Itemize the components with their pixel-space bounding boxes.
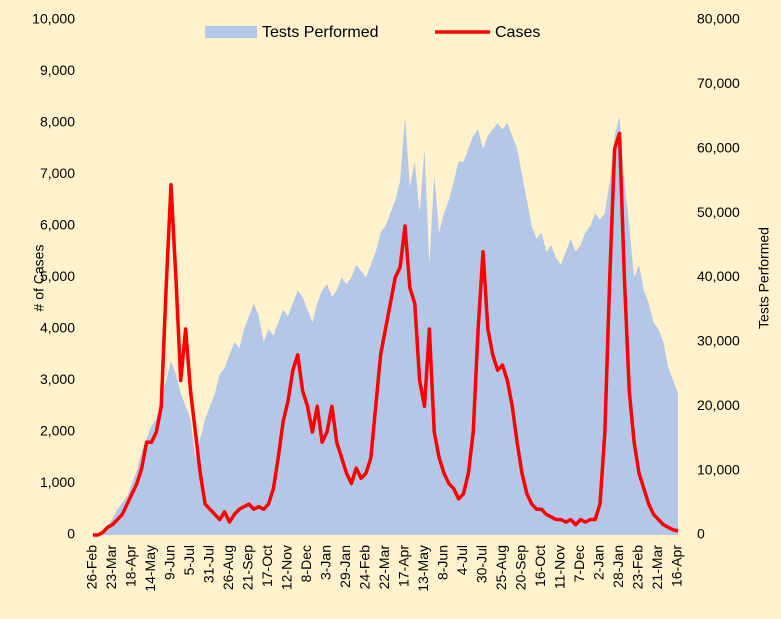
- x-tick-label: 11-Nov: [552, 545, 568, 589]
- y2-tick-label: 20,000: [697, 397, 740, 413]
- y2-tick-label: 70,000: [697, 75, 740, 91]
- y-tick-label: 8,000: [40, 114, 75, 130]
- y-tick-label: 9,000: [40, 62, 75, 78]
- x-tick-label: 17-Oct: [259, 545, 275, 587]
- x-tick-label: 25-Aug: [493, 545, 509, 590]
- legend-label: Cases: [495, 24, 540, 41]
- y-tick-label: 3,000: [40, 371, 75, 387]
- x-tick-label: 23-Mar: [103, 545, 119, 590]
- x-tick-label: 8-Jun: [435, 545, 451, 580]
- y-axis-title: # of Cases: [31, 245, 47, 312]
- cases-line: [93, 131, 679, 537]
- y-tick-label: 0: [67, 526, 75, 542]
- x-tick-label: 16-Oct: [532, 545, 548, 587]
- y2-tick-label: 10,000: [697, 461, 740, 477]
- x-tick-label: 14-May: [142, 545, 158, 592]
- x-tick-label: 21-Sep: [240, 545, 256, 590]
- y-tick-label: 6,000: [40, 217, 75, 233]
- x-tick-label: 26-Aug: [220, 545, 236, 590]
- y2-tick-label: 40,000: [697, 268, 740, 284]
- y2-tick-label: 30,000: [697, 333, 740, 349]
- y-tick-label: 7,000: [40, 165, 75, 181]
- x-tick-label: 13-May: [415, 545, 431, 592]
- x-tick-label: 7-Dec: [571, 545, 587, 582]
- y2-tick-label: 60,000: [697, 139, 740, 155]
- x-tick-label: 5-Jul: [181, 545, 197, 575]
- y-tick-label: 4,000: [40, 320, 75, 336]
- x-tick-label: 9-Jun: [162, 545, 178, 580]
- x-tick-label: 29-Jan: [337, 545, 353, 588]
- y-tick-label: 10,000: [32, 11, 75, 27]
- x-tick-label: 20-Sep: [513, 545, 529, 590]
- x-tick-label: 17-Apr: [396, 545, 412, 587]
- x-tick-label: 23-Feb: [630, 545, 646, 590]
- y-tick-label: 2,000: [40, 423, 75, 439]
- x-tick-label: 16-Apr: [669, 545, 685, 587]
- x-tick-label: 2-Jan: [591, 545, 607, 580]
- y2-axis-title: Tests Performed: [756, 227, 772, 329]
- y2-tick-label: 80,000: [697, 11, 740, 27]
- x-tick-label: 4-Jul: [454, 545, 470, 575]
- y2-tick-label: 50,000: [697, 204, 740, 220]
- x-tick-label: 18-Apr: [123, 545, 139, 587]
- y2-tick-label: 0: [697, 526, 705, 542]
- x-tick-label: 26-Feb: [84, 545, 100, 590]
- x-tick-label: 31-Jul: [201, 545, 217, 583]
- legend-swatch: [205, 26, 257, 38]
- legend-label: Tests Performed: [262, 24, 378, 41]
- y-tick-label: 1,000: [40, 474, 75, 490]
- x-tick-label: 22-Mar: [376, 545, 392, 590]
- x-tick-label: 21-Mar: [649, 545, 665, 590]
- x-tick-label: 12-Nov: [279, 545, 295, 590]
- x-tick-label: 30-Jul: [474, 545, 490, 583]
- y-tick-label: 5,000: [40, 268, 75, 284]
- x-tick-label: 3-Jan: [318, 545, 334, 580]
- x-tick-label: 8-Dec: [298, 545, 314, 582]
- x-tick-label: 28-Jan: [610, 545, 626, 588]
- x-tick-label: 24-Feb: [357, 545, 373, 590]
